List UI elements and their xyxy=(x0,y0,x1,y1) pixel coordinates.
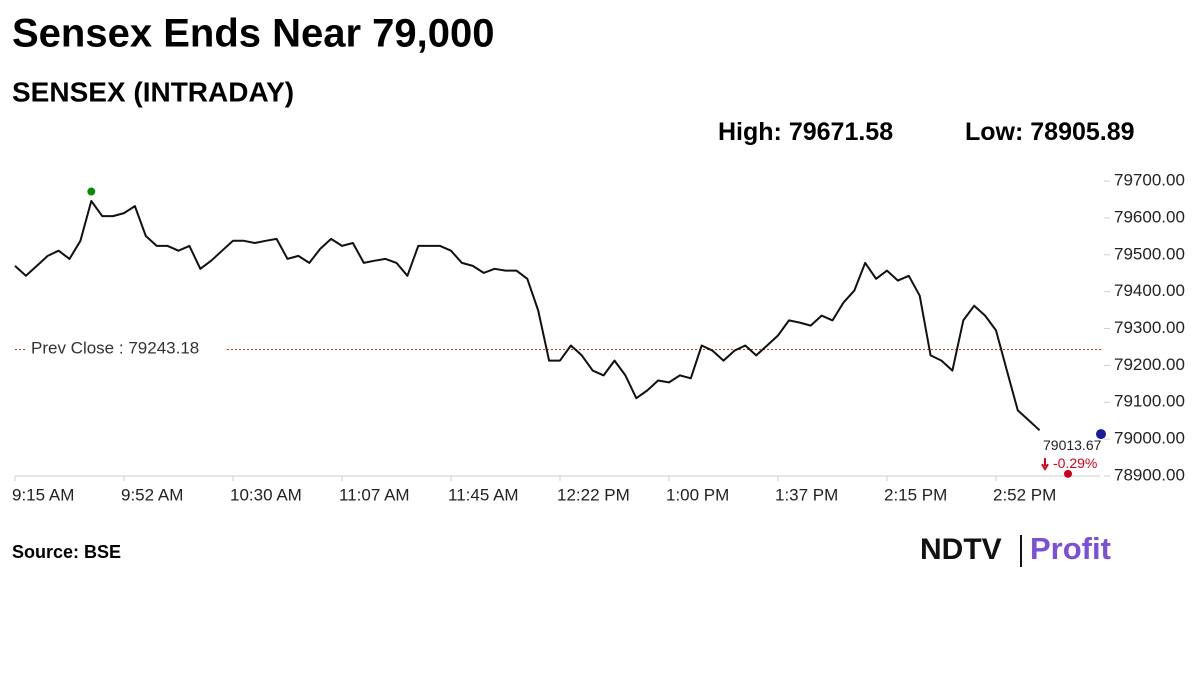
prev-close-bg xyxy=(26,338,226,361)
prev-close-label: Prev Close : 79243.18 xyxy=(31,339,199,358)
x-tick-label: 9:52 AM xyxy=(121,485,183,504)
high-value: 79671.58 xyxy=(789,118,893,146)
y-tick-label: 79300.00 xyxy=(1114,318,1185,337)
high-label: High: 79671.58 xyxy=(718,118,893,146)
y-tick-label: 79400.00 xyxy=(1114,281,1185,300)
logo-left: NDTV xyxy=(920,533,1002,566)
low-marker xyxy=(1064,469,1072,478)
x-tick-label: 11:07 AM xyxy=(339,485,410,504)
low-text: Low: xyxy=(965,118,1023,146)
y-tick-label: 79000.00 xyxy=(1114,429,1185,448)
prev-close-value: 79243.18 xyxy=(128,339,199,358)
x-tick-label: 9:15 AM xyxy=(12,485,74,504)
x-tick-label: 2:15 PM xyxy=(884,485,947,504)
x-tick-label: 11:45 AM xyxy=(448,485,519,504)
high-marker xyxy=(87,187,96,196)
chart-subtitle: SENSEX (INTRADAY) xyxy=(12,76,294,107)
y-tick-label: 79100.00 xyxy=(1114,392,1185,411)
low-value: 78905.89 xyxy=(1030,118,1134,146)
change-arrow xyxy=(1041,458,1049,472)
x-tick-label: 1:37 PM xyxy=(775,485,838,504)
x-tick-label: 12:22 PM xyxy=(557,485,630,504)
y-tick-label: 79700.00 xyxy=(1114,171,1185,190)
low-label: Low: 78905.89 xyxy=(965,118,1135,146)
change-label: -0.29% xyxy=(1053,455,1097,471)
y-tick-label: 78900.00 xyxy=(1114,465,1185,484)
price-line xyxy=(14,200,1041,432)
y-tick-label: 79500.00 xyxy=(1114,244,1185,263)
x-tick-label: 2:52 PM xyxy=(993,485,1056,504)
logo-right: Profit xyxy=(1030,531,1111,566)
y-tick-label: 79600.00 xyxy=(1114,207,1185,226)
y-tick-label: 79200.00 xyxy=(1114,355,1185,374)
high-text: High: xyxy=(718,118,782,146)
last-marker xyxy=(1096,429,1106,440)
prev-close-text: Prev Close : xyxy=(31,339,124,358)
last-value-label: 79013.67 xyxy=(1043,437,1102,453)
x-tick-label: 1:00 PM xyxy=(666,485,729,504)
source: Source: BSE xyxy=(12,542,121,562)
x-tick-label: 10:30 AM xyxy=(230,485,302,504)
chart-title: Sensex Ends Near 79,000 xyxy=(12,12,495,56)
